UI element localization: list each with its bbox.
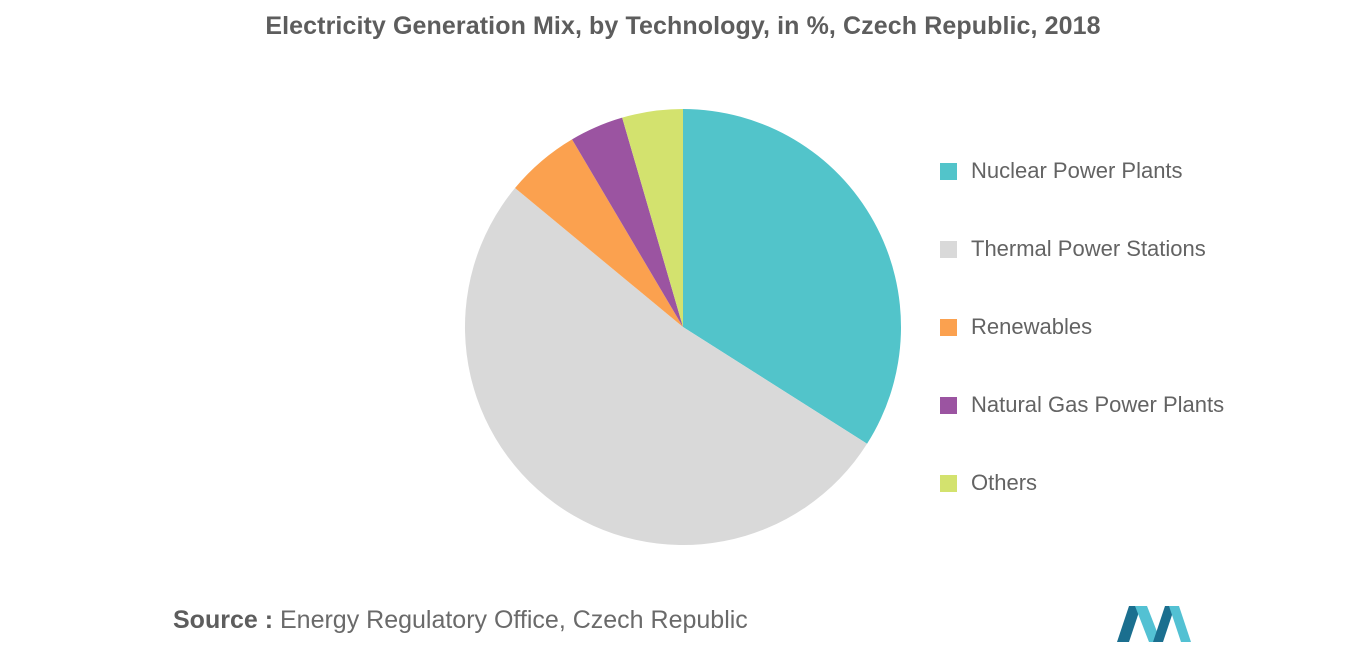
logo-shape	[1135, 606, 1161, 642]
legend-swatch	[940, 396, 957, 414]
legend-label: Thermal Power Stations	[971, 236, 1206, 261]
source-text: Energy Regulatory Office, Czech Republic	[279, 606, 748, 634]
legend-swatch	[940, 318, 957, 336]
pie-slice-others	[622, 109, 683, 327]
legend-swatch	[940, 162, 957, 180]
logo-shape	[1169, 606, 1191, 642]
legend-item-renewables: Renewables	[940, 312, 1224, 342]
logo-shape	[1117, 606, 1141, 642]
legend-label: Renewables	[971, 314, 1093, 339]
pie-slice-renewables	[515, 139, 683, 327]
source-note: Source : Energy Regulatory Office, Czech…	[173, 606, 748, 635]
legend-swatch	[940, 474, 957, 492]
pie-slice-thermal	[464, 188, 868, 546]
chart-title: Electricity Generation Mix, by Technolog…	[265, 12, 1101, 40]
logo-shape	[1153, 606, 1175, 642]
legend-item-nuclear: Nuclear Power Plants	[940, 156, 1224, 186]
legend-swatch	[940, 240, 957, 258]
legend-label: Natural Gas Power Plants	[971, 392, 1225, 417]
mordor-intelligence-logo-icon	[1117, 606, 1191, 642]
source-prefix: Source :	[173, 606, 274, 634]
legend-item-thermal: Thermal Power Stations	[940, 234, 1224, 264]
legend-label: Others	[971, 470, 1038, 495]
pie-slice-nuclear	[683, 109, 901, 444]
chart-legend: Nuclear Power Plants Thermal Power Stati…	[940, 156, 1224, 546]
legend-item-natural-gas: Natural Gas Power Plants	[940, 390, 1224, 420]
legend-label: Nuclear Power Plants	[971, 158, 1183, 183]
legend-item-others: Others	[940, 468, 1224, 498]
pie-slice-natural-gas	[572, 117, 683, 327]
